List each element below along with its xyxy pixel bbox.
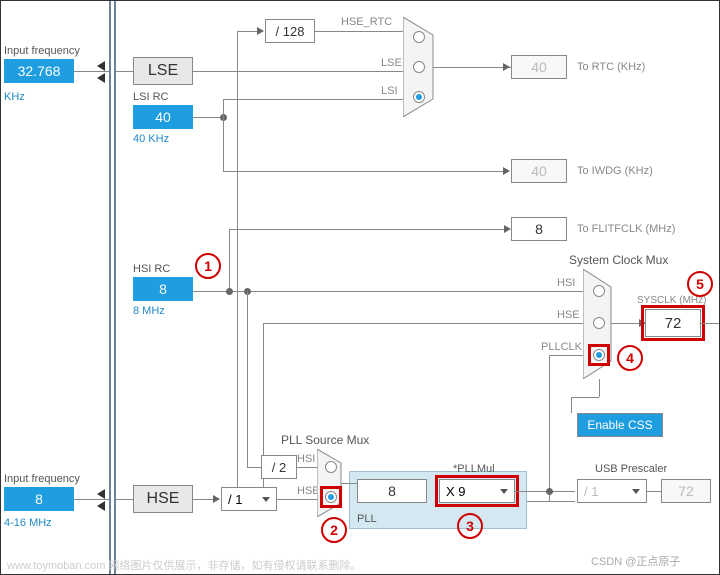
flitfclk-label: To FLITFCLK (MHz) xyxy=(577,223,675,235)
pll-mulvalue: 8 xyxy=(357,479,427,503)
lsi-rc-label: LSI RC xyxy=(133,91,168,103)
redbox-2 xyxy=(320,486,342,508)
circle-1: 1 xyxy=(195,253,221,279)
flitfclk-value: 8 xyxy=(511,217,567,241)
circle-5: 5 xyxy=(687,271,713,297)
hsi-rc-label: HSI RC xyxy=(133,263,170,275)
lse-box[interactable]: LSE xyxy=(133,57,193,85)
input-freq-top-unit: KHz xyxy=(4,91,25,103)
lsi-rc-value: 40 xyxy=(133,105,193,129)
pll-label: PLL xyxy=(357,513,377,525)
redbox-5 xyxy=(641,305,705,341)
hsi-rc-sub: 8 MHz xyxy=(133,305,165,317)
iwdg-out: 40 xyxy=(511,159,567,183)
hse-rtc-label: HSE_RTC xyxy=(341,16,392,28)
redbox-4 xyxy=(588,344,610,366)
hse-sig: HSE xyxy=(557,309,580,321)
lsi-rc-sub: 40 KHz xyxy=(133,133,169,145)
sys-mux-title: System Clock Mux xyxy=(569,253,668,267)
clock-tree-diagram: Input frequency 32.768 KHz LSE LSE LSI R… xyxy=(0,0,720,575)
watermark-2: CSDN @正点原子 xyxy=(591,553,680,569)
rtc-out-label: To RTC (KHz) xyxy=(577,61,645,73)
pll-hsi-label: HSI xyxy=(297,453,315,465)
hse-div[interactable]: / 1 xyxy=(221,487,277,511)
hsi-div2: / 2 xyxy=(261,455,297,479)
circle-3: 3 xyxy=(457,513,483,539)
hse-div128: / 128 xyxy=(265,19,315,43)
hsi-rc-value: 8 xyxy=(133,277,193,301)
input-freq-bot-value[interactable]: 8 xyxy=(4,487,74,511)
watermark-1: www.toymoban.com 网络图片仅供展示，非存储，如有侵权请联系删除。 xyxy=(7,557,361,573)
usb-out: 72 xyxy=(661,479,711,503)
input-freq-bot-label: Input frequency xyxy=(4,473,80,485)
input-freq-top-value[interactable]: 32.768 xyxy=(4,59,74,83)
redbox-3 xyxy=(435,475,519,507)
pllclk-sig: PLLCLK xyxy=(541,341,582,353)
enable-css-btn[interactable]: Enable CSS xyxy=(577,413,663,437)
hsi-sig: HSI xyxy=(557,277,575,289)
pll-src-title: PLL Source Mux xyxy=(281,433,369,447)
usb-div[interactable]: / 1 xyxy=(577,479,647,503)
rtc-out: 40 xyxy=(511,55,567,79)
input-freq-top-label: Input frequency xyxy=(4,45,80,57)
usb-title: USB Prescaler xyxy=(595,463,667,475)
lse-sig-label: LSE xyxy=(381,57,402,69)
lsi-sig-label: LSI xyxy=(381,85,398,97)
input-freq-bot-unit: 4-16 MHz xyxy=(4,517,52,529)
iwdg-out-label: To IWDG (KHz) xyxy=(577,165,653,177)
hse-box[interactable]: HSE xyxy=(133,485,193,513)
pll-mul-label: *PLLMul xyxy=(453,463,495,475)
circle-2: 2 xyxy=(321,517,347,543)
circle-4: 4 xyxy=(617,345,643,371)
